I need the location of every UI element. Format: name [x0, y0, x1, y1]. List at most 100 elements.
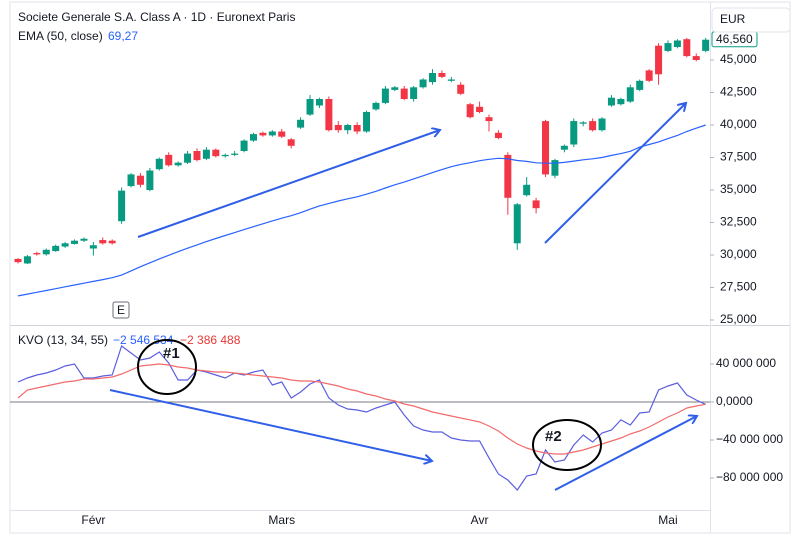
frame — [9, 1, 791, 534]
candle-body — [61, 243, 69, 247]
candle-body — [108, 240, 116, 244]
y-tick-label: 42,500 — [720, 85, 757, 99]
candle-body — [33, 253, 41, 255]
currency-label[interactable]: EUR — [720, 12, 746, 26]
candle-body — [42, 249, 50, 255]
y-tick-label: 40 000 000 — [716, 356, 776, 370]
x-tick-label: Avr — [471, 513, 489, 527]
chart-title: Societe Generale S.A. Class A · 1D · Eur… — [18, 10, 295, 24]
candle-body — [513, 204, 521, 244]
candle-body — [184, 153, 192, 163]
candle-body — [146, 170, 154, 190]
kvo-signal-value: −2 386 488 — [180, 333, 241, 347]
candle-body — [325, 98, 333, 131]
y-tick-label: −80 000 000 — [716, 470, 783, 484]
candle-body — [655, 45, 663, 75]
candle-body — [155, 158, 163, 170]
candle-body — [598, 118, 606, 131]
ema-line — [17, 124, 706, 297]
candle-body — [542, 121, 550, 175]
candle-body — [71, 240, 79, 244]
candle-body — [372, 102, 380, 110]
candle-body — [344, 124, 352, 131]
candle-body — [664, 43, 672, 51]
currency-button[interactable] — [711, 7, 791, 33]
candle-body — [202, 149, 210, 159]
x-tick-label: Mai — [658, 513, 677, 527]
event-marker[interactable] — [112, 301, 130, 319]
candle-body — [268, 131, 276, 136]
x-tick-label: Mars — [268, 513, 295, 527]
candle-body — [532, 200, 540, 209]
candle-body — [607, 97, 615, 106]
candle-body — [400, 88, 408, 99]
y-tick-label: 0,0000 — [716, 394, 753, 408]
candle-body — [221, 154, 229, 157]
candle-body — [504, 154, 512, 198]
candle-body — [523, 184, 531, 196]
kvo-legend: KVO (13, 34, 55) — [18, 333, 108, 347]
candle-body — [334, 124, 342, 131]
highlight-circle — [532, 419, 602, 471]
candle-body — [466, 104, 474, 118]
candle-body — [438, 72, 446, 77]
candle-body — [485, 117, 493, 122]
candle-body — [127, 174, 135, 187]
kvo-value: −2 546 534 — [113, 333, 174, 347]
candle-body — [589, 121, 597, 131]
candle-body — [118, 190, 126, 222]
highlight-circle — [137, 339, 197, 395]
y-tick-label: 45,000 — [720, 52, 757, 66]
candle-body — [476, 106, 484, 112]
candle-body — [259, 132, 267, 136]
candle-body — [636, 80, 644, 90]
candle-body — [306, 98, 314, 115]
candle-body — [560, 145, 568, 150]
trend-arrow — [544, 103, 686, 244]
candle-body — [23, 256, 31, 264]
candle-body — [174, 162, 182, 166]
event-marker-label[interactable]: E — [117, 303, 125, 317]
candle-body — [80, 238, 88, 241]
x-tick-label: Févr — [81, 513, 105, 527]
candle-body — [447, 79, 455, 81]
candle-body — [14, 258, 22, 263]
y-tick-label: 25,000 — [720, 312, 757, 326]
candle-body — [287, 139, 295, 146]
annotation-label: #1 — [163, 345, 180, 362]
candle-body — [494, 132, 502, 138]
y-tick-label: 32,500 — [720, 215, 757, 229]
candle-body — [457, 84, 465, 94]
plot-layer: 25,000 27,500 30,000 32,500 35,000 37,500 40,0… — [10, 31, 783, 527]
candle-body — [165, 154, 173, 166]
candle-body — [683, 39, 691, 57]
candle-body — [193, 150, 201, 161]
ema-legend: EMA (50, close) — [18, 29, 103, 43]
candle-body — [617, 98, 625, 105]
y-tick-label: 37,500 — [720, 150, 757, 164]
trend-arrow — [109, 389, 432, 461]
candle-body — [240, 140, 248, 151]
candle-body — [645, 70, 653, 81]
y-tick-label: 27,500 — [720, 280, 757, 294]
candle-body — [136, 175, 144, 185]
candle-body — [381, 88, 389, 103]
annotation-label: #2 — [545, 428, 562, 445]
y-tick-label: 35,000 — [720, 182, 757, 196]
candle-body — [551, 160, 559, 176]
candle-body — [428, 72, 436, 83]
candle-body — [702, 39, 710, 51]
candle-body — [231, 153, 239, 155]
ema-value: 69,27 — [108, 29, 138, 43]
candle-body — [673, 40, 681, 47]
candle-body — [410, 87, 418, 99]
trend-arrow — [137, 130, 440, 238]
candle-body — [626, 87, 634, 102]
candle-body — [692, 56, 700, 60]
candle-body — [278, 131, 286, 137]
candle-body — [212, 149, 220, 157]
candle-body — [363, 111, 371, 132]
candle-body — [250, 134, 257, 141]
candle-body — [570, 121, 578, 145]
